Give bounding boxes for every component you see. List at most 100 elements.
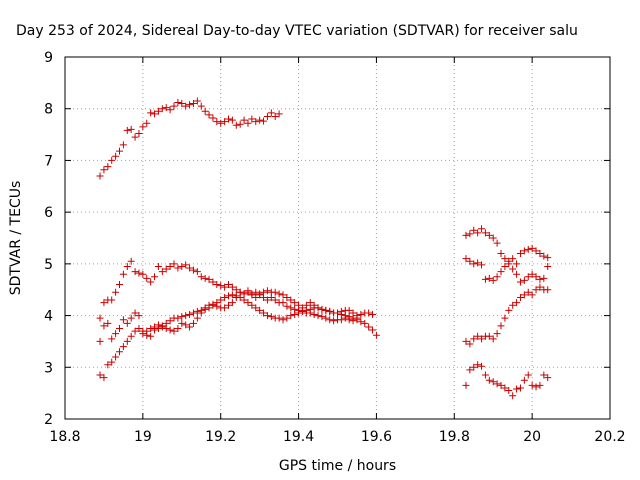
data-point bbox=[166, 317, 174, 325]
data-point bbox=[209, 278, 217, 286]
data-point bbox=[147, 278, 155, 286]
data-point bbox=[217, 119, 225, 127]
data-point bbox=[474, 259, 482, 267]
data-point bbox=[524, 371, 532, 379]
data-point bbox=[267, 109, 275, 117]
data-point bbox=[528, 381, 536, 389]
data-point bbox=[154, 107, 162, 115]
y-tick-label: 4 bbox=[44, 309, 53, 325]
data-point bbox=[524, 288, 532, 296]
data-point bbox=[221, 304, 229, 312]
data-point bbox=[139, 123, 147, 131]
data-point bbox=[306, 305, 314, 313]
data-point bbox=[127, 257, 135, 265]
data-point bbox=[225, 281, 232, 289]
data-point bbox=[528, 270, 536, 278]
data-point bbox=[228, 283, 236, 291]
series-arc-high-early bbox=[96, 257, 380, 339]
series-late-low bbox=[462, 361, 552, 400]
data-point bbox=[478, 362, 486, 370]
data-point bbox=[108, 156, 116, 164]
data-point bbox=[166, 326, 174, 334]
x-tick-label: 20.2 bbox=[594, 429, 625, 445]
data-point bbox=[291, 299, 299, 307]
data-point bbox=[158, 105, 166, 113]
data-point bbox=[497, 381, 505, 389]
data-point bbox=[232, 292, 240, 300]
data-point bbox=[244, 119, 252, 127]
data-point bbox=[474, 332, 482, 340]
data-point bbox=[244, 288, 252, 296]
data-point bbox=[485, 376, 493, 384]
data-point bbox=[186, 323, 194, 331]
data-point bbox=[485, 274, 493, 282]
data-point bbox=[295, 301, 303, 309]
data-point bbox=[143, 274, 151, 282]
data-point bbox=[497, 250, 505, 258]
data-point bbox=[127, 125, 135, 133]
y-tick-label: 6 bbox=[44, 205, 53, 221]
data-point bbox=[287, 312, 295, 320]
data-point bbox=[108, 358, 116, 366]
data-point bbox=[162, 104, 170, 112]
data-point bbox=[466, 340, 474, 348]
data-point bbox=[260, 309, 268, 317]
data-point bbox=[497, 322, 505, 330]
data-point bbox=[524, 245, 532, 253]
data-point bbox=[337, 307, 345, 315]
data-point bbox=[256, 306, 264, 314]
data-point bbox=[131, 309, 139, 317]
data-point bbox=[462, 255, 470, 263]
data-point bbox=[193, 314, 201, 322]
data-point bbox=[505, 257, 513, 265]
y-axis-label: SDTVAR / TECUs bbox=[8, 181, 24, 296]
data-point bbox=[151, 110, 159, 118]
data-point bbox=[131, 327, 139, 335]
data-point bbox=[186, 101, 194, 109]
data-point bbox=[100, 299, 108, 307]
data-point bbox=[116, 147, 123, 155]
data-point bbox=[127, 314, 135, 322]
x-tick-label: 19.8 bbox=[439, 429, 470, 445]
data-point bbox=[322, 306, 330, 314]
data-point bbox=[174, 325, 182, 332]
data-point bbox=[232, 121, 240, 129]
data-point bbox=[228, 291, 236, 299]
data-point bbox=[197, 102, 205, 110]
data-point bbox=[357, 311, 365, 319]
series-late-mid bbox=[462, 244, 552, 284]
data-point bbox=[349, 309, 357, 317]
data-point bbox=[100, 166, 108, 174]
grid bbox=[65, 57, 610, 419]
data-point bbox=[509, 301, 517, 309]
x-tick-label: 19.2 bbox=[205, 429, 236, 445]
data-point bbox=[501, 384, 509, 392]
data-point bbox=[135, 312, 143, 320]
data-point bbox=[213, 299, 221, 307]
data-point bbox=[100, 374, 108, 382]
data-point bbox=[240, 116, 248, 124]
data-point bbox=[493, 380, 501, 388]
data-point bbox=[104, 319, 112, 327]
data-point bbox=[470, 226, 478, 234]
data-point bbox=[178, 319, 186, 327]
data-point bbox=[493, 330, 501, 338]
data-point bbox=[528, 244, 536, 252]
data-point bbox=[147, 325, 155, 332]
data-point bbox=[158, 322, 166, 330]
data-point bbox=[147, 332, 155, 340]
data-point bbox=[470, 335, 478, 343]
data-point bbox=[263, 312, 271, 320]
data-point bbox=[361, 319, 369, 327]
data-point bbox=[505, 306, 513, 314]
data-point bbox=[252, 304, 260, 312]
data-point bbox=[116, 348, 123, 356]
data-point bbox=[489, 335, 497, 343]
data-point bbox=[96, 314, 104, 322]
x-axis-label: GPS time / hours bbox=[279, 458, 396, 474]
data-point bbox=[201, 305, 209, 313]
data-point bbox=[166, 262, 174, 270]
data-point bbox=[248, 301, 256, 309]
data-point bbox=[481, 371, 489, 379]
data-point bbox=[201, 107, 209, 115]
